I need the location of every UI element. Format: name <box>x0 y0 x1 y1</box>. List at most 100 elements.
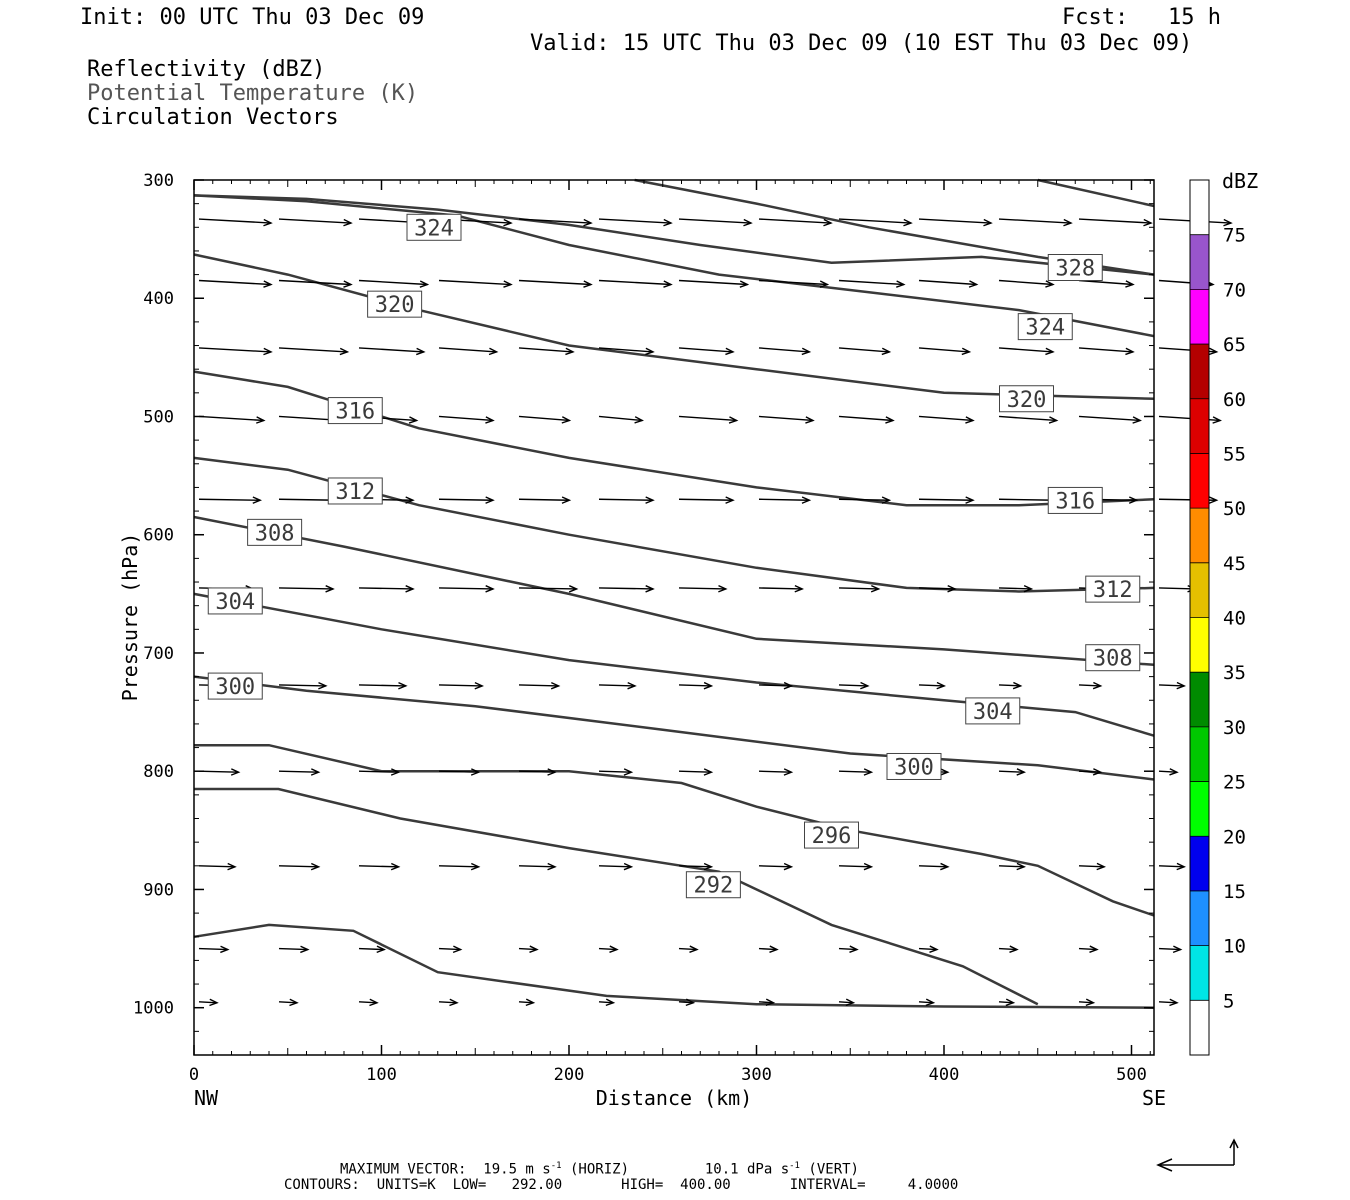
contour-label: 304 <box>965 697 1021 725</box>
circulation-vector <box>758 218 833 227</box>
circulation-vector <box>438 945 463 954</box>
theta-contour-304 <box>193 675 1155 781</box>
circulation-vector <box>998 218 1073 227</box>
y-tick-label: 300 <box>143 171 174 191</box>
circulation-vector <box>838 585 881 593</box>
circulation-vector <box>598 347 655 356</box>
circulation-vector <box>518 862 557 871</box>
circulation-vector <box>438 347 499 356</box>
circulation-vector <box>918 279 979 288</box>
colorbar-level-label: 60 <box>1223 389 1246 411</box>
x-end-right-label: SE <box>1142 1086 1166 1110</box>
circulation-vector <box>198 496 262 504</box>
circulation-vector <box>998 279 1055 288</box>
colorbar-segment <box>1190 180 1209 235</box>
circulation-vector <box>678 496 735 504</box>
circulation-vector <box>278 681 328 690</box>
colorbar-segment <box>1190 562 1209 618</box>
contour-label: 304 <box>207 587 263 615</box>
circulation-vector <box>278 998 299 1007</box>
circulation-vector <box>678 945 699 953</box>
circulation-vector <box>518 218 593 227</box>
circulation-vector <box>518 347 575 356</box>
theta-contour-320 <box>193 370 1155 507</box>
circulation-vector <box>1078 681 1103 690</box>
circulation-vector <box>758 279 830 288</box>
circulation-vector <box>1158 862 1186 871</box>
field-potential-temperature: Potential Temperature (K) <box>87 81 419 106</box>
circulation-vector <box>598 585 655 593</box>
contour-label: 292 <box>685 871 741 899</box>
x-end-left-label: NW <box>194 1086 219 1110</box>
theta-contour-324 <box>193 253 1155 401</box>
theta-contour-308 <box>193 592 1155 737</box>
circulation-vector <box>918 496 975 504</box>
circulation-vector <box>198 218 273 227</box>
svg-text:304: 304 <box>215 590 255 615</box>
theta-contour-316 <box>193 456 1155 593</box>
circulation-vector <box>598 945 619 953</box>
circulation-vector <box>1078 768 1103 776</box>
svg-text:312: 312 <box>335 480 375 505</box>
y-axis-label: Pressure (hPa) <box>118 533 142 702</box>
circulation-vector <box>918 584 957 593</box>
svg-text:308: 308 <box>255 521 295 546</box>
circulation-vector <box>998 415 1059 424</box>
colorbar-level-label: 30 <box>1223 717 1246 739</box>
svg-text:316: 316 <box>335 400 375 425</box>
svg-text:304: 304 <box>973 700 1013 725</box>
circulation-vector <box>1158 945 1183 954</box>
colorbar-level-label: 70 <box>1223 279 1246 301</box>
circulation-vector <box>1078 218 1153 227</box>
circulation-vector <box>838 681 870 690</box>
x-axis-label: Distance (km) <box>596 1086 753 1110</box>
svg-text:324: 324 <box>414 216 454 241</box>
theta-contours <box>193 178 1155 1009</box>
circulation-vector <box>278 279 353 288</box>
svg-text:328: 328 <box>1055 257 1095 282</box>
circulation-vector <box>918 415 975 424</box>
circulation-vector <box>998 584 1034 593</box>
circulation-vector <box>918 998 936 1007</box>
circulation-vector <box>758 945 779 953</box>
circulation-vector <box>438 279 513 288</box>
colorbar-segment <box>1190 234 1209 290</box>
circulation-vector <box>678 415 739 424</box>
circulation-vector <box>518 415 572 424</box>
theta-contour-extra-10 <box>193 194 1155 276</box>
circulation-vector <box>838 347 892 356</box>
circulation-vector <box>358 862 401 871</box>
contour-label: 308 <box>1085 644 1141 672</box>
circulation-vector <box>358 585 415 593</box>
contour-label: 324 <box>1017 313 1073 341</box>
circulation-vector <box>678 218 753 227</box>
colorbar-segment <box>1190 398 1209 454</box>
colorbar-segment <box>1190 453 1209 509</box>
colorbar-segment <box>1190 1000 1209 1055</box>
circulation-vector <box>358 347 426 356</box>
reference-vector-icon <box>1156 1138 1239 1172</box>
y-tick-label: 600 <box>143 526 174 546</box>
colorbar-segment <box>1190 781 1209 837</box>
circulation-vector <box>598 218 673 227</box>
circulation-vector <box>598 768 634 776</box>
y-tick-label: 800 <box>143 762 174 782</box>
circulation-vector <box>918 347 972 356</box>
circulation-vector <box>518 998 536 1007</box>
circulation-vector <box>358 945 386 954</box>
circulation-vector <box>758 768 794 776</box>
circulation-vector <box>438 768 481 776</box>
max-vector-text: MAXIMUM VECTOR: 19.5 m s-1 (HORIZ) 10.1 … <box>340 1161 859 1178</box>
circulation-vector <box>198 415 266 424</box>
circulation-vector <box>278 347 350 356</box>
circulation-vector <box>278 218 353 227</box>
circulation-vector <box>358 279 430 288</box>
colorbar-level-label: 10 <box>1223 936 1246 958</box>
axes: 300 400 500 600 700 800 900 1000 0 100 200 300 400 50… <box>133 171 1154 1085</box>
colorbar-level-label: 5 <box>1223 990 1234 1012</box>
y-tick-label: 700 <box>143 644 174 664</box>
x-tick-label: 300 <box>741 1065 772 1085</box>
circulation-vector <box>598 998 616 1007</box>
circulation-vector <box>518 768 557 776</box>
circulation-vector <box>838 415 895 424</box>
